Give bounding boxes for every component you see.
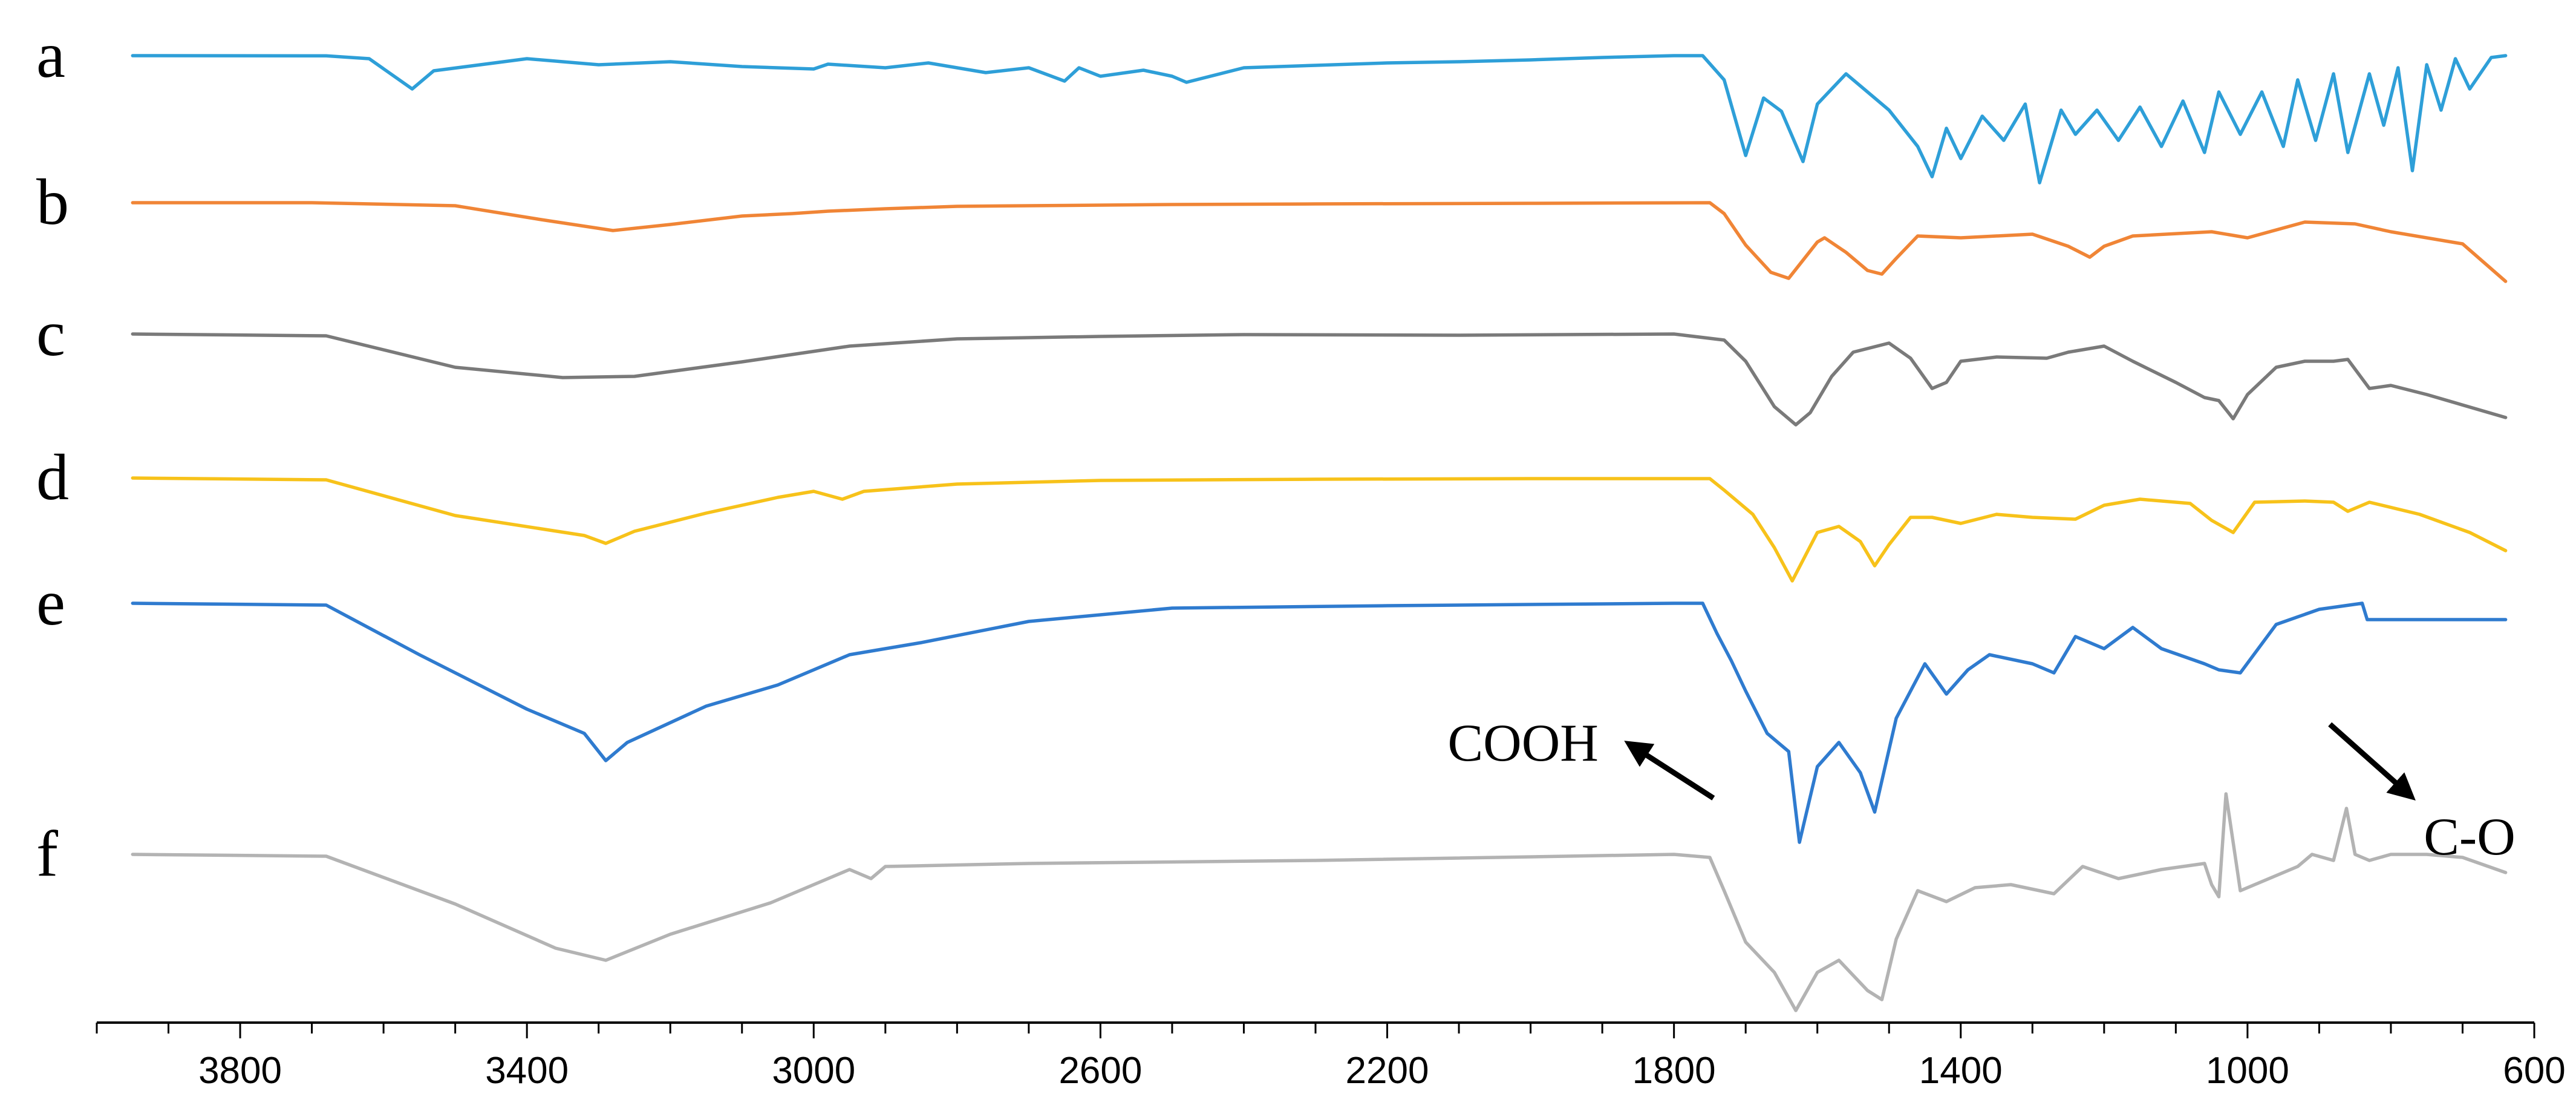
x-tick-label: 3800	[198, 1050, 282, 1092]
x-axis: 3800 3400 3000 2600 2200 1800 1400 1000 600	[96, 1021, 2566, 1092]
series-line-f	[131, 792, 2508, 1012]
x-tick-label: 600	[2503, 1050, 2565, 1092]
series-group	[131, 54, 2508, 1012]
series-line-d	[131, 476, 2508, 583]
x-tick-label: 1400	[1919, 1050, 2003, 1092]
series-line-c	[131, 332, 2508, 427]
series-label-f: f	[36, 818, 58, 890]
annotations: COOH C-O	[1447, 714, 2515, 866]
x-tick-label: 3400	[485, 1050, 569, 1092]
x-tick-label: 2200	[1346, 1050, 1429, 1092]
annotation-label-c-o: C-O	[2424, 808, 2516, 866]
x-tick-label: 1800	[1632, 1050, 1716, 1092]
annotation-arrow-c-o	[2328, 722, 2416, 801]
x-tick-label: 1000	[2206, 1050, 2289, 1092]
series-line-e	[131, 601, 2508, 844]
series-label-d: d	[36, 442, 69, 514]
series-line-b	[131, 201, 2508, 283]
annotation-arrow-cooh	[1624, 741, 1715, 801]
annotation-label-cooh: COOH	[1447, 714, 1598, 773]
series-label-b: b	[36, 166, 69, 238]
x-tick-label: 2600	[1058, 1050, 1142, 1092]
series-label-e: e	[36, 567, 65, 639]
series-label-c: c	[36, 298, 65, 370]
series-line-a	[131, 54, 2508, 185]
series-label-a: a	[36, 19, 65, 91]
x-tick-label: 3000	[772, 1050, 855, 1092]
